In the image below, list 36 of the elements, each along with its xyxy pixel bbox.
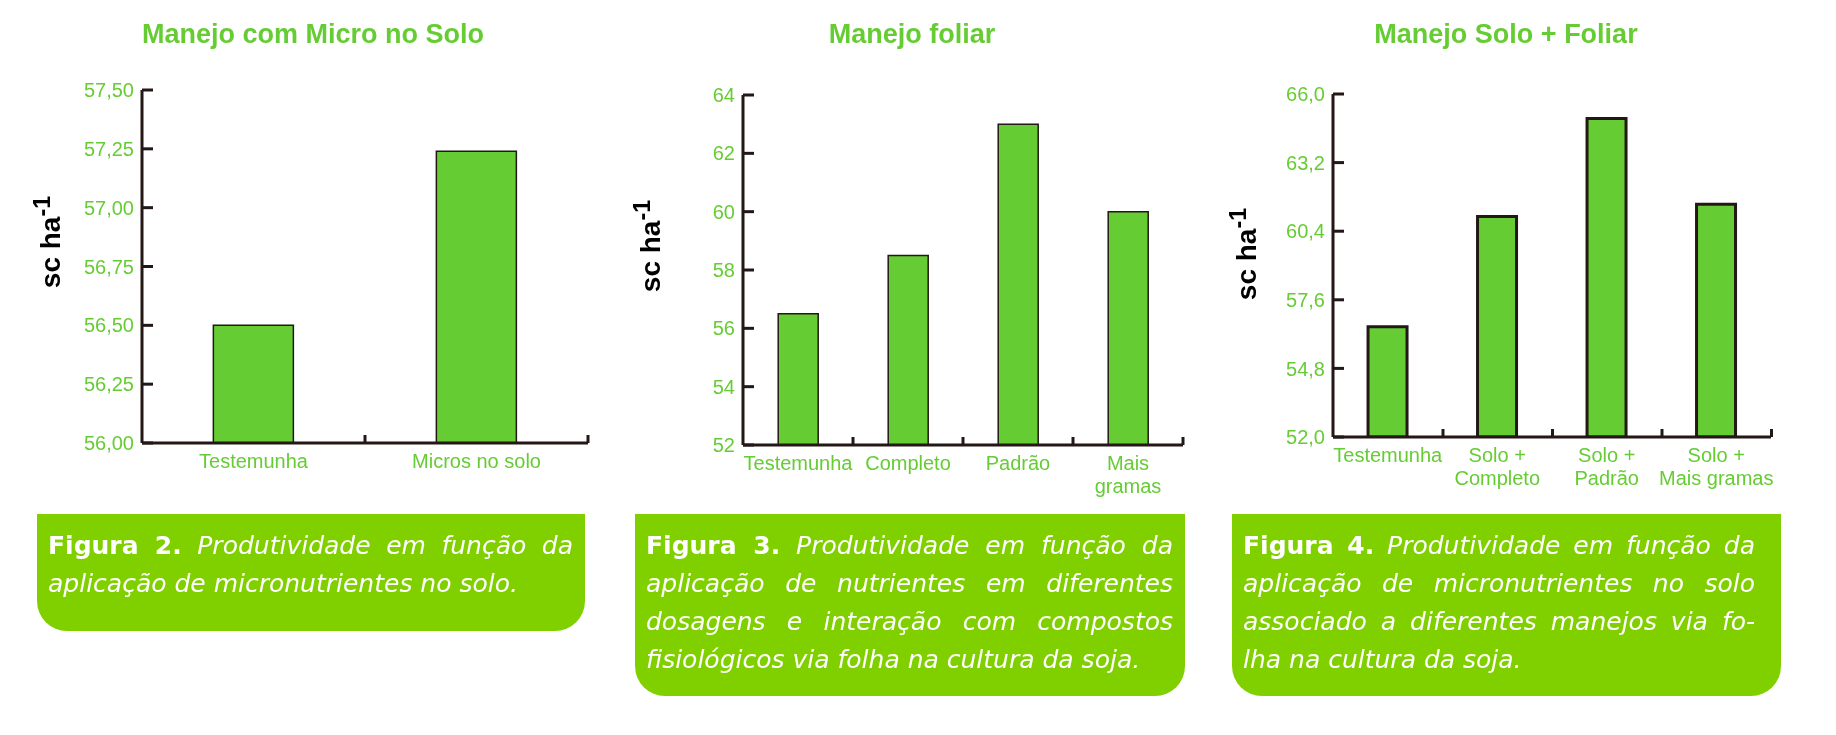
- y-tick-label: 52: [712, 434, 735, 457]
- y-tick-label: 54,8: [1286, 357, 1325, 380]
- x-tick-label: Micros no solo: [412, 450, 541, 472]
- y-tick-label: 57,50: [83, 79, 134, 102]
- chart-title: Manejo foliar: [828, 18, 996, 50]
- x-tick-label: Solo + Padrão: [1574, 444, 1639, 489]
- y-tick-label: 56,00: [83, 432, 134, 455]
- y-tick-label: 56: [712, 317, 735, 340]
- text: Figura 2.: [48, 531, 182, 560]
- y-tick-label: 58: [712, 259, 735, 282]
- y-tick-label: 57,00: [83, 196, 134, 219]
- y-tick-label: 56,25: [83, 373, 134, 396]
- x-tick-label: Testemunha: [1333, 444, 1444, 466]
- x-tick-label: Completo: [865, 452, 951, 474]
- chart-title: Manejo Solo + Foliar: [1374, 18, 1638, 50]
- y-tick-label: 56,75: [83, 255, 134, 278]
- text: Figura 3.: [646, 531, 781, 560]
- x-tick-label: Solo + Completo: [1454, 444, 1541, 489]
- x-tick-label: Solo + Mais gramas: [1659, 444, 1774, 489]
- y-tick-label: 64: [712, 84, 735, 107]
- x-tick-label: Testemunha: [743, 452, 854, 474]
- y-tick-label: 63,2: [1286, 151, 1325, 174]
- y-tick-label: 62: [712, 142, 735, 165]
- chart-title: Manejo com Micro no Solo: [141, 18, 485, 50]
- y-tick-label: 60: [712, 200, 735, 223]
- y-tick-label: 56,50: [83, 314, 134, 337]
- x-tick-label: Testemunha: [199, 450, 309, 472]
- text: Figura 4.: [1243, 531, 1375, 560]
- y-tick-label: 52,0: [1286, 426, 1325, 449]
- y-tick-label: 57,6: [1286, 288, 1325, 311]
- y-tick-label: 54: [712, 375, 735, 398]
- y-tick-label: 66,0: [1286, 83, 1325, 106]
- y-tick-label: 57,25: [83, 137, 134, 160]
- y-tick-label: 60,4: [1286, 220, 1325, 243]
- x-tick-label: Padrão: [985, 452, 1051, 474]
- x-tick-label: Mais gramas: [1094, 452, 1162, 497]
